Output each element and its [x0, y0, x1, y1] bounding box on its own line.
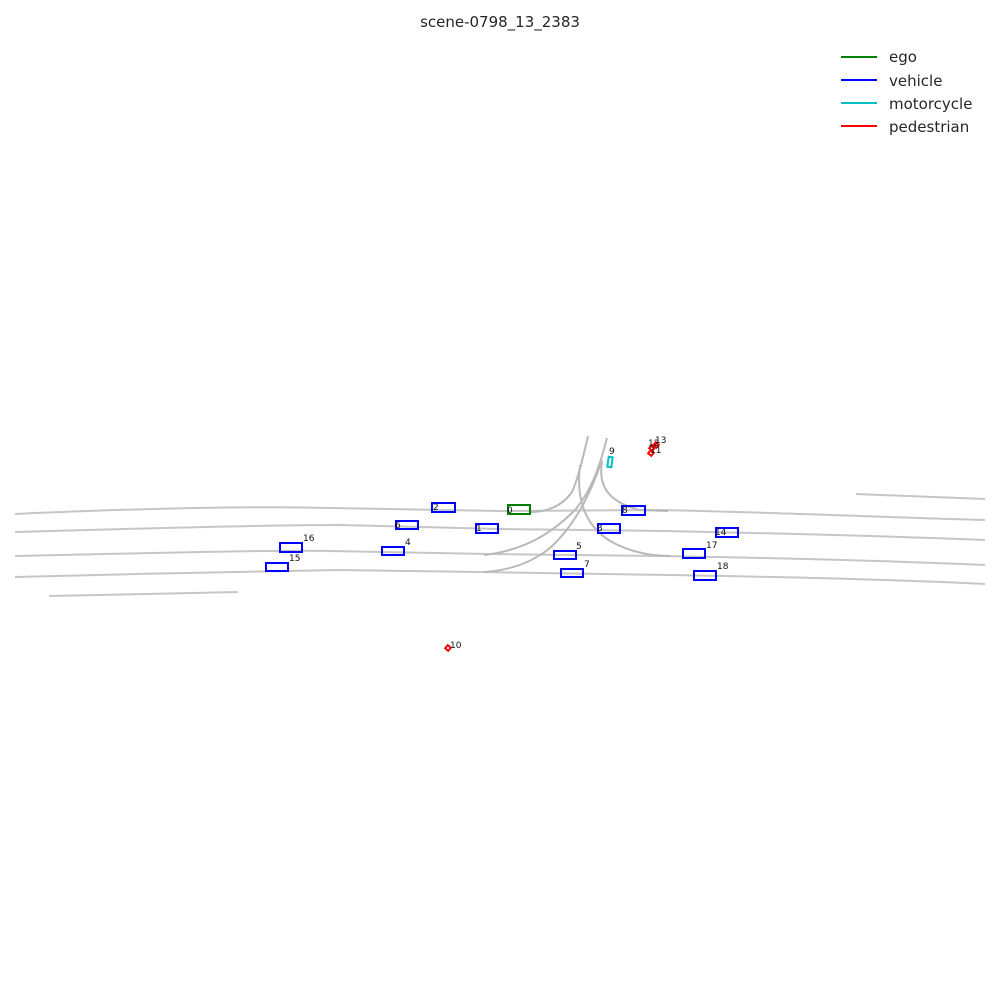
- legend-label: ego: [889, 48, 917, 66]
- legend-label: motorcycle: [889, 95, 972, 113]
- legend-entry-pedestrian: pedestrian: [841, 118, 969, 136]
- lane-line: [600, 461, 669, 512]
- agent-label: 12: [648, 439, 659, 449]
- agent-box-14: [715, 527, 739, 538]
- scene-title: scene-0798_13_2383: [420, 13, 580, 32]
- legend-label: vehicle: [889, 72, 942, 90]
- agent-label: 4: [405, 538, 411, 548]
- legend-entry-motorcycle: motorcycle: [841, 95, 972, 113]
- legend-entry-ego: ego: [841, 48, 917, 66]
- agent-box-0: [507, 504, 531, 515]
- agent-label: 1: [476, 524, 482, 534]
- lane-line: [483, 459, 603, 573]
- agent-label: 11: [650, 446, 661, 456]
- lane-line: [578, 464, 671, 557]
- agent-box-10: [443, 643, 453, 653]
- lane-line: [855, 493, 986, 500]
- legend: ego vehicle motorcycle pedestrian: [841, 48, 972, 136]
- agent-box-3: [597, 523, 621, 534]
- agent-label: 10: [450, 641, 462, 651]
- lane-line: [14, 568, 986, 585]
- agent-box-1: [475, 523, 499, 534]
- agent-box-8: [621, 505, 646, 516]
- agent-label: 2: [433, 503, 439, 513]
- agent-box-7: [560, 568, 584, 578]
- agent-label: 0: [507, 506, 513, 516]
- agent-box-15: [265, 562, 289, 572]
- agent-label: 15: [289, 554, 300, 564]
- lane-line: [14, 523, 986, 541]
- agent-boxes: [265, 440, 739, 653]
- agent-box-17: [682, 548, 706, 559]
- agent-label: 8: [622, 506, 628, 516]
- agent-label: 14: [715, 528, 727, 538]
- lane-line: [529, 435, 589, 513]
- agent-label: 3: [597, 524, 603, 534]
- agent-label: 16: [303, 534, 315, 544]
- legend-entry-vehicle: vehicle: [841, 72, 942, 90]
- agent-label: 6: [395, 521, 401, 531]
- agent-box-5: [553, 550, 577, 560]
- lane-line: [48, 591, 239, 597]
- lane-line: [483, 437, 608, 556]
- agent-box-16: [279, 542, 303, 553]
- agent-box-9: [606, 455, 614, 469]
- agent-box-4: [381, 546, 405, 556]
- agent-label: 13: [655, 436, 666, 446]
- agent-box-13: [651, 440, 661, 450]
- agent-labels: 0 1 2 3 4 5 6 7 8 9 10 11 12 13 14 15 16…: [289, 436, 729, 651]
- agent-label: 18: [717, 562, 729, 572]
- agent-box-18: [693, 570, 717, 581]
- agent-label: 17: [706, 541, 717, 551]
- agent-label: 7: [584, 560, 590, 570]
- agent-box-6: [395, 520, 419, 530]
- agent-label: 5: [576, 542, 582, 552]
- agent-label: 9: [609, 447, 615, 457]
- agent-box-2: [431, 502, 456, 513]
- legend-label: pedestrian: [889, 118, 969, 136]
